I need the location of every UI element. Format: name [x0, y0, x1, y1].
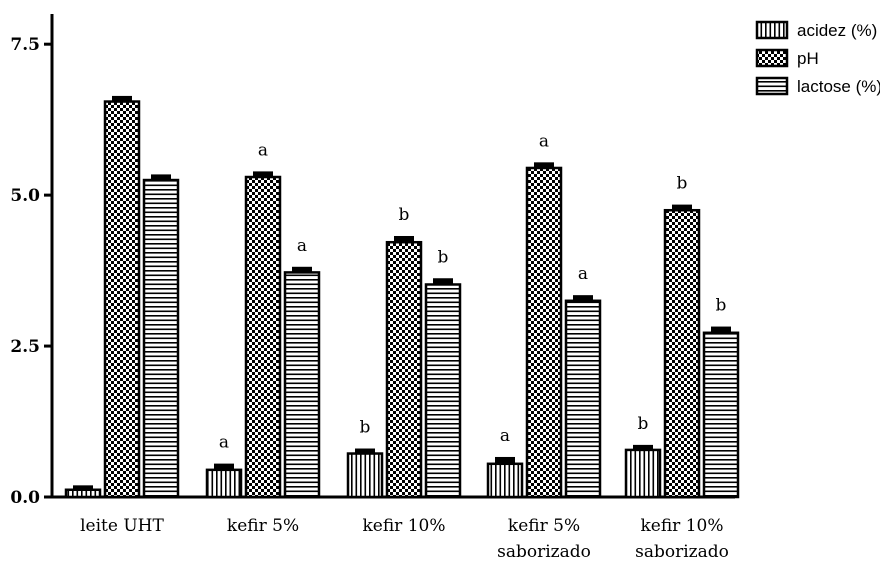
legend-label: lactose (%)	[797, 77, 880, 96]
y-tick-label: 7.5	[10, 35, 40, 55]
category-label: leite UHT	[80, 516, 164, 536]
significance-label: a	[297, 236, 307, 256]
significance-label: b	[360, 418, 371, 438]
bar-groups: a a a b b b a a a b b b	[64, 95, 740, 499]
y-tick-label: 5.0	[10, 186, 40, 206]
error-bar-cap	[214, 463, 234, 470]
legend-label: acidez (%)	[797, 21, 877, 40]
error-bar-cap	[355, 448, 375, 454]
bar	[424, 283, 462, 499]
category-labels: leite UHT kefir 5% kefir 10% kefir 5% sabori…	[80, 516, 729, 562]
legend-swatch	[755, 76, 789, 96]
bar	[702, 331, 740, 499]
error-bar-cap	[151, 174, 171, 181]
error-bar-cap	[534, 162, 554, 168]
significance-label: b	[399, 205, 410, 225]
bar-group: b b b	[624, 174, 740, 499]
error-bar-cap	[394, 235, 414, 243]
bar	[283, 271, 321, 499]
significance-label: a	[578, 264, 588, 284]
category-label: saborizado	[497, 542, 591, 562]
error-bar-cap	[633, 444, 653, 450]
legend-label: pH	[797, 49, 819, 68]
error-bar-cap	[73, 485, 93, 490]
significance-label: a	[219, 433, 229, 453]
error-bar-cap	[253, 171, 273, 178]
significance-label: b	[677, 174, 688, 194]
bar	[64, 488, 102, 499]
bar	[346, 452, 384, 499]
bar	[663, 208, 701, 499]
bar-group: a a a	[205, 140, 321, 499]
error-bar-cap	[112, 95, 132, 102]
legend-swatch	[755, 48, 789, 68]
significance-label: b	[438, 247, 449, 267]
category-label: kefir 10%	[362, 516, 445, 536]
error-bar-cap	[292, 266, 312, 273]
error-bar-cap	[711, 326, 731, 333]
bar	[142, 178, 180, 499]
legend-swatch	[755, 20, 789, 40]
category-label: kefir 10%	[640, 516, 723, 536]
bar-group: a a a	[486, 131, 602, 499]
bar	[564, 299, 602, 499]
y-tick-label: 2.5	[10, 337, 40, 357]
bar	[244, 175, 282, 499]
bar	[525, 166, 563, 499]
significance-label: a	[539, 131, 549, 151]
significance-label: b	[716, 296, 727, 316]
significance-label: a	[258, 140, 268, 160]
error-bar-cap	[573, 295, 593, 301]
bar-group: b b b	[346, 205, 462, 499]
significance-label: b	[638, 414, 649, 434]
bar	[205, 468, 243, 499]
significance-label: a	[500, 426, 510, 446]
error-bar-cap	[433, 278, 453, 285]
bar	[486, 462, 524, 499]
error-bar-cap	[495, 456, 515, 464]
y-tick-label: 0.0	[10, 488, 40, 508]
category-label: kefir 5%	[227, 516, 299, 536]
category-label: kefir 5%	[508, 516, 580, 536]
error-bar-cap	[672, 204, 692, 211]
bar	[385, 240, 423, 499]
bar-group	[64, 95, 180, 499]
bar	[624, 448, 662, 499]
category-label: saborizado	[635, 542, 729, 562]
legend: acidez (%) pH lactose (%)	[755, 20, 880, 96]
bar	[103, 100, 141, 499]
